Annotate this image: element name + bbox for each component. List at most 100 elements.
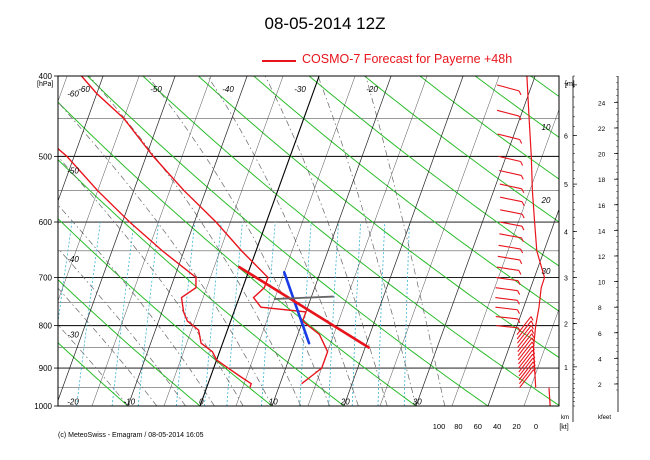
moist-adiabat-line [207, 76, 359, 406]
dry-adiabat-line [475, 76, 559, 138]
isotherm-label-bottom: 0 [199, 397, 204, 406]
kfeet-tick-label: 12 [598, 254, 606, 261]
wind-barb-flag [517, 290, 521, 295]
wind-barb-flag [518, 270, 522, 275]
wind-barb-flag [531, 329, 535, 334]
moist-adiabat-line [58, 101, 273, 406]
kfeet-unit-label: kfeet [598, 415, 611, 421]
wind-barb [496, 325, 519, 329]
mixing-ratio-line [328, 221, 339, 406]
mixing-ratio-line [299, 221, 312, 406]
pressure-tick-label: 900 [39, 364, 53, 373]
wind-barb-flag [517, 327, 521, 333]
wind-barb [517, 341, 533, 361]
dry-adiabat-line [419, 76, 559, 180]
wind-speed-tail [548, 387, 551, 406]
wind-barb-flag [531, 341, 535, 347]
wind-barb [495, 315, 518, 320]
wind-barb [495, 287, 518, 292]
wind-barb [518, 349, 534, 369]
wind-barb-flag [519, 139, 523, 144]
wind-barb [517, 337, 533, 357]
mixing-ratio-line [76, 221, 101, 406]
wind-barb-flag [518, 115, 522, 121]
wind-barb-flag [516, 300, 520, 305]
wind-barb-flag [532, 361, 536, 367]
isotherm-line [58, 76, 104, 203]
moist-adiabat-line [58, 156, 244, 406]
isotherm-label-left: -50 [67, 166, 79, 175]
wind-barb-flag [521, 213, 525, 219]
pressure-tick-label: 400 [39, 72, 53, 81]
wind-barb [498, 244, 521, 250]
wind-barb [519, 369, 535, 388]
dry-adiabat-line [58, 218, 273, 406]
dry-adiabat-line [642, 76, 650, 406]
wind-barb [516, 324, 532, 344]
kfeet-tick-label: 16 [598, 203, 606, 210]
wind-barb [496, 84, 520, 92]
wind-barb-flag [521, 188, 525, 194]
pressure-tick-label: 600 [39, 218, 53, 227]
wind-barb-flag [520, 248, 524, 254]
mixing-ratio-line [2, 222, 30, 406]
wind-barb [518, 357, 534, 377]
wind-barb [495, 297, 518, 301]
wind-barb-flag [517, 280, 521, 285]
wind-barb [517, 345, 533, 365]
isotherm-label-bottom: 30 [413, 397, 422, 406]
temperature-profile-line [80, 76, 329, 385]
kfeet-tick-label: 2 [598, 382, 602, 389]
dry-adiabat-line [197, 76, 559, 359]
mixing-ratio-line [261, 221, 276, 406]
wind-barb [499, 221, 523, 227]
dry-adiabat-line [253, 76, 559, 312]
mixing-ratio-line [403, 221, 410, 406]
isotherm-label-top: -50 [150, 85, 162, 94]
wind-barb-flag [520, 161, 524, 166]
height-tick-label: 4 [564, 230, 568, 237]
isotherm-line [58, 76, 176, 402]
dry-adiabat-line [364, 76, 559, 223]
wind-speed-inplot-label: 30 [542, 267, 551, 276]
pressure-unit-label: [hPa] [37, 81, 53, 88]
wind-speed-tick-label: 20 [512, 422, 520, 431]
dry-adiabat-line [58, 101, 417, 406]
height-tick-label: 3 [564, 276, 568, 283]
wind-barb-flag [520, 175, 524, 180]
isotherm-line [451, 108, 559, 406]
wind-barb [496, 109, 520, 117]
wind-barb [516, 316, 532, 335]
kfeet-tick-label: 14 [598, 228, 606, 235]
dry-adiabat-line [58, 279, 201, 406]
wind-barb [499, 183, 522, 190]
wind-barb-flag [516, 309, 520, 314]
kfeet-tick-label: 20 [598, 152, 606, 159]
isotherm-label-bottom: 20 [340, 397, 350, 406]
wind-barb-flag [532, 365, 536, 370]
legend-line-swatch [262, 60, 296, 62]
isotherm-line [487, 208, 559, 406]
km-unit-label: km [561, 415, 569, 421]
height-tick-label: 5 [564, 182, 568, 189]
mixing-ratio-line [111, 221, 135, 406]
wind-barb-flag [521, 225, 525, 231]
moist-adiabat-line [365, 76, 446, 406]
wind-barb-flag [532, 353, 536, 359]
wind-barb [518, 361, 534, 381]
moist-adiabat-line [58, 248, 186, 406]
wind-barb-flag [520, 237, 524, 243]
wind-barb [497, 133, 520, 141]
wind-barb-flag [519, 259, 523, 265]
kfeet-tick-label: 18 [598, 177, 606, 184]
isotherm-line [58, 76, 68, 102]
wind-barb-flag [531, 337, 535, 343]
wind-barb-flag [531, 345, 535, 351]
wind-speed-unit-label: [kt] [559, 424, 568, 431]
wind-speed-tick-label: 80 [454, 422, 462, 431]
isotherm-label-left: -30 [67, 331, 79, 340]
wind-barb-flag [521, 201, 525, 206]
dry-adiabat-line [58, 158, 345, 406]
wind-speed-inplot-label: 20 [541, 196, 551, 205]
